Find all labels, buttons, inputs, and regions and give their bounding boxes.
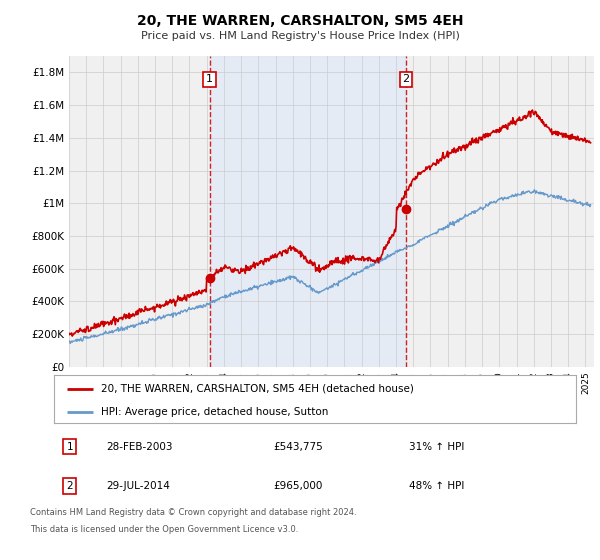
Text: This data is licensed under the Open Government Licence v3.0.: This data is licensed under the Open Gov… [30,525,298,534]
Text: 1: 1 [206,74,213,85]
Text: 20, THE WARREN, CARSHALTON, SM5 4EH: 20, THE WARREN, CARSHALTON, SM5 4EH [137,14,463,28]
Text: 29-JUL-2014: 29-JUL-2014 [106,481,170,491]
Text: 31% ↑ HPI: 31% ↑ HPI [409,441,464,451]
Text: HPI: Average price, detached house, Sutton: HPI: Average price, detached house, Sutt… [101,407,328,417]
Text: 20, THE WARREN, CARSHALTON, SM5 4EH (detached house): 20, THE WARREN, CARSHALTON, SM5 4EH (det… [101,384,414,394]
Text: 28-FEB-2003: 28-FEB-2003 [106,441,173,451]
Text: 2: 2 [403,74,410,85]
Text: Contains HM Land Registry data © Crown copyright and database right 2024.: Contains HM Land Registry data © Crown c… [30,508,356,517]
Text: £543,775: £543,775 [273,441,323,451]
Text: 2: 2 [67,481,73,491]
Text: £965,000: £965,000 [273,481,323,491]
Text: Price paid vs. HM Land Registry's House Price Index (HPI): Price paid vs. HM Land Registry's House … [140,31,460,41]
Text: 1: 1 [67,441,73,451]
Text: 48% ↑ HPI: 48% ↑ HPI [409,481,464,491]
Bar [209,56,406,367]
